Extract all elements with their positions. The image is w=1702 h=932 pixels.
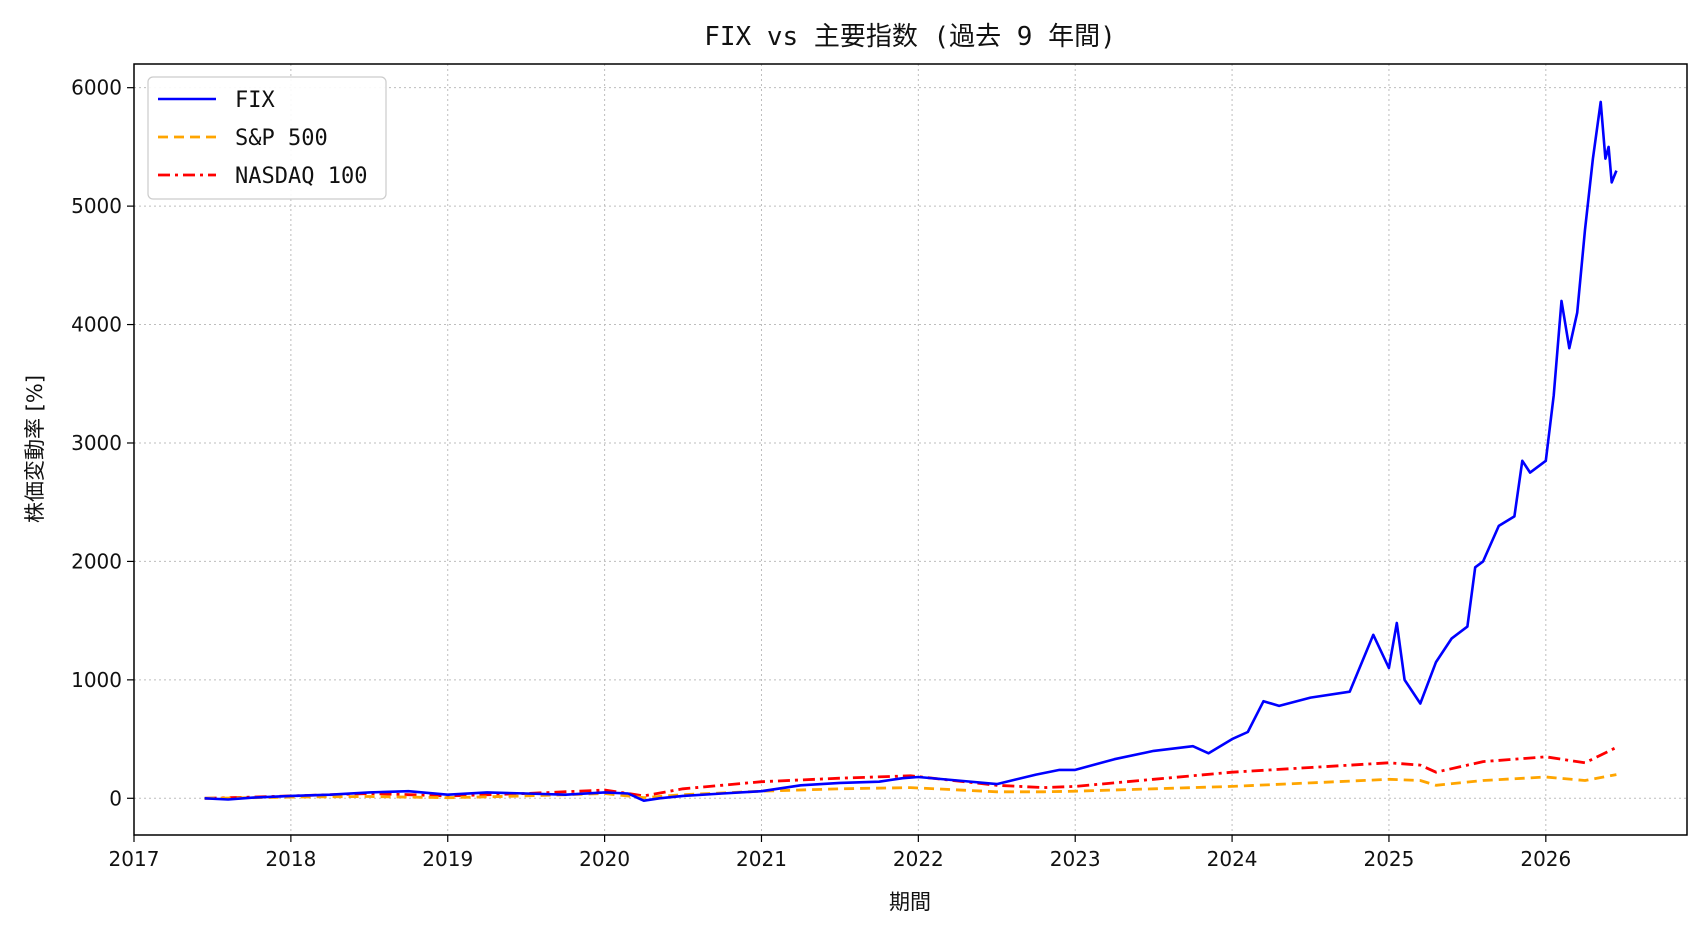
legend-box [147, 76, 387, 200]
plot-area [133, 63, 1688, 836]
x-tick-label: 2021 [736, 847, 787, 871]
axis-ticks: 2017 2018 2019 2020 2021 2022 2023 2024 2025 2026… [71, 76, 1571, 871]
series-line-fix [204, 100, 1618, 802]
y-tick-label: 1000 [71, 668, 122, 692]
series-line-s-p-500 [204, 773, 1617, 800]
x-tick-label: 2025 [1363, 847, 1414, 871]
legend-label-nasdaq-100: NASDAQ 100 [235, 164, 367, 189]
x-tick-label: 2024 [1207, 847, 1258, 871]
y-tick-label: 4000 [71, 313, 122, 337]
legend-label-fix: FIX [235, 88, 275, 113]
y-tick-label: 6000 [71, 76, 122, 100]
y-tick-label: 2000 [71, 549, 122, 573]
x-tick-label: 2020 [579, 847, 630, 871]
legend: FIX S&P 500 NASDAQ 100 [147, 76, 387, 200]
x-tick-label: 2022 [893, 847, 944, 871]
x-tick-label: 2019 [422, 847, 473, 871]
x-tick-label: 2017 [109, 847, 160, 871]
y-tick-label: 5000 [71, 194, 122, 218]
x-tick-label: 2026 [1520, 847, 1571, 871]
y-tick-label: 3000 [71, 431, 122, 455]
x-tick-label: 2023 [1050, 847, 1101, 871]
y-tick-label: 0 [109, 786, 122, 810]
chart-title: FIX vs 主要指数 (過去 9 年間) [704, 22, 1116, 52]
x-axis-label: 期間 [889, 890, 931, 914]
x-tick-label: 2018 [265, 847, 316, 871]
y-axis-label: 株価変動率 [%] [23, 375, 47, 523]
grid [133, 64, 1687, 835]
series-lines [204, 100, 1618, 802]
legend-label-s-p-500: S&P 500 [235, 126, 328, 151]
